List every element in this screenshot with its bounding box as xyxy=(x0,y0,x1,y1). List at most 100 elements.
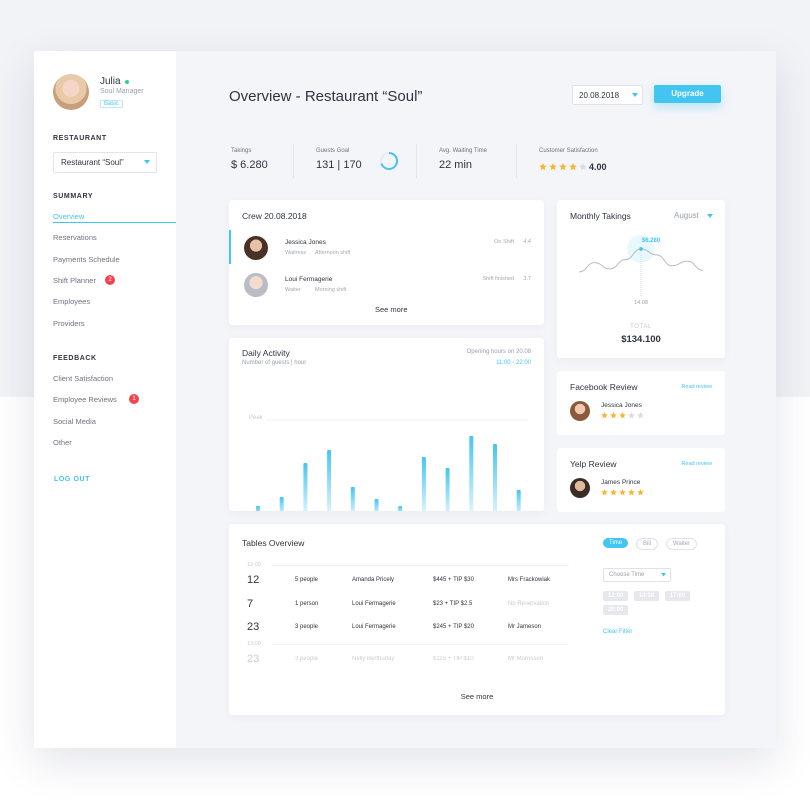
active-underline xyxy=(53,222,176,223)
star xyxy=(628,489,635,496)
profile-badge: Basic xyxy=(100,100,123,108)
month-select[interactable]: August xyxy=(674,211,699,220)
avatar xyxy=(570,401,590,421)
star xyxy=(569,163,577,171)
date-text: 20.08.2018 xyxy=(579,91,620,100)
menu-item[interactable]: Social Media xyxy=(53,416,96,426)
stars xyxy=(601,412,644,419)
filter-chip[interactable]: Bill xyxy=(636,538,659,550)
reviewer-name: Jessica Jones xyxy=(601,402,642,409)
kpi-value: $ 6.280 xyxy=(231,159,268,171)
bar xyxy=(493,444,497,511)
bar xyxy=(327,450,332,511)
table-cell: 3 people xyxy=(295,655,319,662)
kpi-value: 4.00 xyxy=(589,162,607,172)
menu-item[interactable]: Employees xyxy=(53,297,91,307)
kpi-label: Takings xyxy=(231,148,252,154)
review-card: Yelp Review Read review James Prince xyxy=(557,448,725,512)
bar xyxy=(350,487,355,511)
table-cell: 1 person xyxy=(295,600,319,607)
menu-item[interactable]: Overview xyxy=(53,212,85,221)
star xyxy=(637,489,644,496)
star xyxy=(601,412,608,419)
member-name: Jessica Jones xyxy=(285,239,326,246)
restaurant-select[interactable]: Restaurant “Soul” xyxy=(53,152,157,173)
avatar xyxy=(53,74,89,110)
read-review[interactable]: Read review xyxy=(681,384,712,390)
active-indicator xyxy=(229,230,231,264)
table-cell: 7 xyxy=(247,597,254,610)
stars xyxy=(539,163,587,171)
table-cell: 12 xyxy=(247,574,260,586)
line-chart: $6.280 14.08 xyxy=(578,234,704,306)
menu-item[interactable]: Shift Planner xyxy=(53,275,96,285)
card-title: Daily Activity xyxy=(242,348,290,358)
menu-item[interactable]: Payments Schedule xyxy=(53,254,120,264)
table-cell: $445 + TIP $30 xyxy=(433,577,474,583)
table-cell: Loui Fermagerie xyxy=(352,624,396,630)
bar xyxy=(279,497,284,511)
star xyxy=(549,163,557,171)
clear-filter[interactable]: Clear Filter xyxy=(603,629,633,635)
table-cell: 23 xyxy=(247,652,260,665)
time-chip[interactable]: 12:00 xyxy=(603,591,628,601)
select-text: Restaurant “Soul” xyxy=(61,158,124,167)
upgrade-button[interactable]: Upgrade xyxy=(654,85,721,103)
star xyxy=(610,489,617,496)
star xyxy=(610,412,617,419)
daily-activity-card: Daily Activity Number of guests | hour O… xyxy=(229,338,544,511)
bar xyxy=(469,436,474,511)
menu-item[interactable]: Employee Reviews xyxy=(53,395,117,405)
menu-item[interactable]: Reservations xyxy=(53,233,97,243)
x-tick-label: 14.08 xyxy=(634,300,648,306)
table-cell: Loui Fermagerie xyxy=(352,600,396,607)
date-select[interactable]: 20.08.2018 xyxy=(572,85,643,105)
time-chip[interactable]: 17:00 xyxy=(665,591,690,601)
filter-chip[interactable]: Waiter xyxy=(666,538,698,550)
bar xyxy=(445,468,450,511)
star xyxy=(559,163,567,171)
time-select[interactable]: Choose Time xyxy=(603,568,671,582)
time-divider xyxy=(271,643,569,645)
star xyxy=(579,163,587,171)
goal-ring xyxy=(380,152,398,170)
see-more[interactable]: See more xyxy=(460,692,494,701)
kpi-divider xyxy=(293,144,294,178)
stars xyxy=(601,489,644,496)
menu-item[interactable]: Providers xyxy=(53,318,85,328)
bar xyxy=(398,506,403,511)
table-cell: Nelly Berthuday xyxy=(352,655,395,662)
kpi-divider xyxy=(516,144,517,178)
select-text: Choose Time xyxy=(609,572,645,578)
time-chip[interactable]: 13:00 xyxy=(634,591,659,601)
card-subtitle: Number of guests | hour xyxy=(242,360,307,366)
table-cell: 3 people xyxy=(295,624,319,630)
member-rating: 3.7 xyxy=(523,276,531,282)
star xyxy=(619,412,626,419)
section-label: RESTAURANT xyxy=(53,135,107,142)
avatar xyxy=(244,273,268,297)
time-divider xyxy=(271,565,569,566)
menu-item[interactable]: Client Satisfaction xyxy=(53,374,114,383)
bar xyxy=(303,463,308,511)
member-status: Shift finished xyxy=(482,276,515,282)
opening-hours: 11:00 - 22:00 xyxy=(496,360,531,366)
card-title: Crew 20.08.2018 xyxy=(242,211,307,221)
read-review[interactable]: Read review xyxy=(681,461,712,467)
star xyxy=(628,412,635,419)
menu-badge: 2 xyxy=(105,274,115,285)
time-label: 12:00 xyxy=(247,562,261,568)
logout[interactable]: LOG OUT xyxy=(54,476,91,483)
filter-chip[interactable]: Time xyxy=(603,538,629,548)
time-label: 13:00 xyxy=(247,640,261,647)
menu-item[interactable]: Other xyxy=(53,437,72,447)
avatar xyxy=(244,236,268,260)
table-cell: Mrs Frackowiak xyxy=(508,577,551,583)
star xyxy=(619,489,626,496)
section-label: SUMMARY xyxy=(53,193,94,200)
see-more[interactable]: See more xyxy=(375,305,408,314)
time-chip[interactable]: 20:00 xyxy=(603,605,628,615)
opening-note: Opening hours on 20.08 xyxy=(466,349,531,355)
sidebar: Julia Soul Manager Basic RESTAURANT Rest… xyxy=(34,51,176,748)
table-cell: 5 people xyxy=(295,577,319,583)
